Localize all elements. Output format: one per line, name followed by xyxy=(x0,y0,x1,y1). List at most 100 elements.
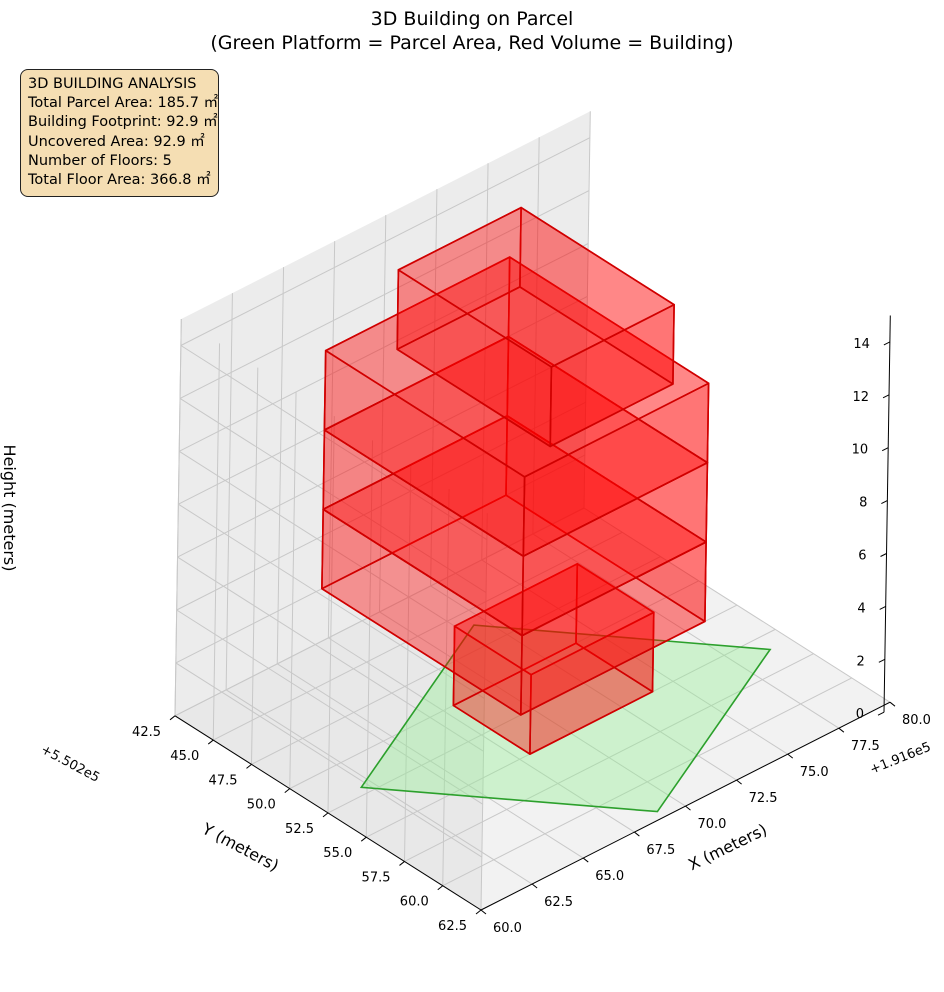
grid-right-x xyxy=(430,189,438,586)
y-tick-label: 60.0 xyxy=(400,895,429,910)
grid-left-z xyxy=(180,345,488,541)
z-tick-label: 14 xyxy=(853,337,870,352)
z-tick-mark xyxy=(881,447,889,452)
analysis-floors: Number of Floors: 5 xyxy=(28,152,172,169)
y-tick-mark xyxy=(207,739,214,745)
analysis-heading: 3D BUILDING ANALYSIS xyxy=(28,76,197,92)
y-tick-label: 47.5 xyxy=(209,773,238,788)
analysis-uncovered: Uncovered Area: 92.9 ㎡ xyxy=(28,133,205,150)
grid-left-z xyxy=(175,662,483,858)
tick-labels: 60.0 62.5 65.0 67.5 70.0 72.5 75.0 77.5 80.0 42.5… xyxy=(132,337,931,936)
z-tick-label: 2 xyxy=(857,654,865,669)
z-tick-label: 12 xyxy=(852,390,869,405)
grid-floor-y xyxy=(251,556,661,765)
z-tick-mark xyxy=(881,500,888,505)
z-axis-label: Height (meters) xyxy=(0,445,19,572)
chart-title: 3D Building on Parcel xyxy=(370,8,574,30)
grid-left-y xyxy=(365,440,374,838)
x-tick-mark xyxy=(531,883,538,889)
grid-right-x xyxy=(276,267,285,664)
y-tick-mark xyxy=(437,885,444,891)
y-offset-label: +5.502e5 xyxy=(38,742,102,785)
grid-left-y xyxy=(289,391,297,789)
x-tick-mark xyxy=(582,857,589,863)
z-tick-label: 8 xyxy=(859,496,867,511)
z-tick-label: 10 xyxy=(852,443,869,458)
building-analysis-box: 3D BUILDING ANALYSIS Total Parcel Area: … xyxy=(20,69,219,197)
grid-right-x xyxy=(532,137,540,534)
y-tick-label: 42.5 xyxy=(132,725,161,740)
y-tick-mark xyxy=(246,763,252,769)
y-tick-label: 50.0 xyxy=(247,798,276,813)
y-tick-mark xyxy=(322,812,329,818)
grid-floor-y xyxy=(213,531,623,741)
grid-left-y xyxy=(442,488,450,886)
grid-right-z xyxy=(174,507,585,717)
scene-objects xyxy=(321,206,772,813)
x-tick-label: 62.5 xyxy=(544,895,573,910)
axis-lines xyxy=(169,315,896,915)
grid-right-x xyxy=(327,241,336,638)
y-tick-label: 52.5 xyxy=(285,822,314,837)
x-tick-label: 60.0 xyxy=(493,921,522,936)
parcel-platform xyxy=(359,624,772,813)
analysis-parcel-area: Total Parcel Area: 185.7 ㎡ xyxy=(28,95,219,112)
grid-left-z xyxy=(178,503,485,699)
x-tick-mark xyxy=(736,779,742,785)
z-tick-mark xyxy=(877,711,885,716)
y-tick-mark xyxy=(284,788,291,794)
grid-left-z xyxy=(176,609,483,805)
x-tick-label: 72.5 xyxy=(749,791,778,806)
y-axis-label: Y (meters) xyxy=(198,819,282,876)
y-tick-label: 62.5 xyxy=(438,919,467,934)
building-floor-3 xyxy=(322,335,709,637)
x-tick-mark xyxy=(685,805,691,811)
x-tick-label: 65.0 xyxy=(595,869,624,884)
z-tick-mark xyxy=(882,394,890,399)
grid-right-x xyxy=(174,319,182,716)
z-tick-label: 6 xyxy=(858,549,866,564)
x-tick-label: 75.0 xyxy=(800,765,829,780)
grid-right-x xyxy=(225,293,233,690)
x-tick-mark xyxy=(787,753,794,759)
analysis-footprint: Building Footprint: 92.9 ㎡ xyxy=(28,114,218,131)
face-top xyxy=(324,256,710,478)
z-tick-mark xyxy=(880,553,887,557)
building-floor-2 xyxy=(321,414,707,716)
chart-subtitle: (Green Platform = Parcel Area, Red Volum… xyxy=(210,32,734,54)
z-axis-line xyxy=(883,315,891,713)
y-tick-label: 45.0 xyxy=(170,749,199,764)
y-tick-mark xyxy=(399,861,405,866)
y-tick-label: 55.0 xyxy=(323,846,352,861)
grid-right-z xyxy=(176,401,586,611)
grid-left-y xyxy=(212,343,221,741)
grid-left-z xyxy=(177,556,484,752)
y-tick-mark xyxy=(475,909,482,915)
x-tick-mark xyxy=(480,909,487,915)
z-tick-mark xyxy=(883,341,891,346)
grid-left-y xyxy=(327,416,335,813)
grid-right-z xyxy=(180,137,591,346)
grid-left-y xyxy=(251,367,259,765)
x-tick-label: 80.0 xyxy=(902,713,931,728)
analysis-floor-area: Total Floor Area: 366.8 ㎡ xyxy=(28,172,211,189)
x-tick-mark xyxy=(889,701,896,707)
z-tick-label: 4 xyxy=(857,601,865,616)
grid-left-y xyxy=(404,464,412,862)
y-tick-mark xyxy=(169,715,176,721)
grid-right-x xyxy=(583,111,591,509)
y-tick-label: 57.5 xyxy=(362,870,391,885)
grid-right-z xyxy=(177,348,587,558)
building-floor-4 xyxy=(323,256,710,558)
x-tick-mark xyxy=(634,831,640,837)
grid-left-y xyxy=(480,513,488,911)
z-tick-mark xyxy=(878,658,886,663)
x-tick-label: 77.5 xyxy=(851,739,880,754)
grid-floor-y xyxy=(442,677,852,887)
x-tick-mark xyxy=(838,727,845,733)
z-tick-mark xyxy=(879,605,886,610)
grid-left-z xyxy=(178,450,486,646)
z-tick-label: 0 xyxy=(856,707,864,722)
y-tick-mark xyxy=(360,836,367,842)
